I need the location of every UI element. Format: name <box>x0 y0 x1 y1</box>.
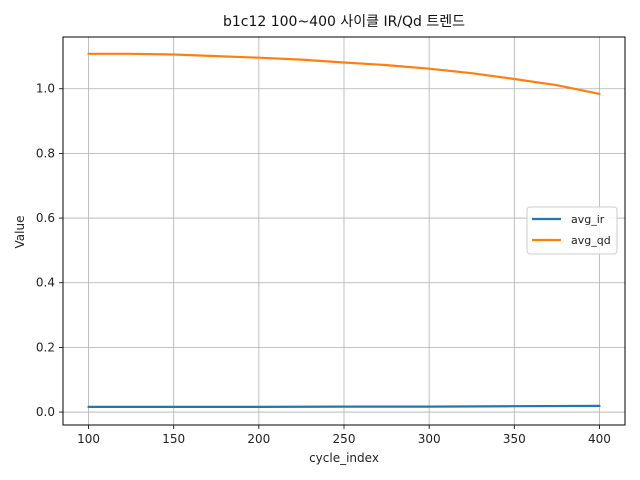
series-line-avg-qd <box>87 52 601 96</box>
y-tick-label: 0.8 <box>36 146 55 160</box>
legend: avg_ir avg_qd <box>526 206 618 255</box>
x-tick-label: 400 <box>588 432 611 446</box>
x-tick-layer: 100 150 200 250 300 350 400 <box>77 425 611 446</box>
y-tick-label: 0.0 <box>36 405 55 419</box>
y-tick-label: 0.2 <box>36 340 55 354</box>
x-tick-label: 100 <box>77 432 100 446</box>
series-layer <box>87 52 601 408</box>
x-tick-label: 350 <box>503 432 526 446</box>
x-tick-label: 300 <box>418 432 441 446</box>
x-tick-label: 250 <box>333 432 356 446</box>
x-tick-label: 200 <box>247 432 270 446</box>
chart-title: b1c12 100~400 사이클 IR/Qd 트렌드 <box>223 14 465 30</box>
y-tick-label: 1.0 <box>36 82 55 96</box>
series-line-avg-ir <box>87 404 601 408</box>
y-tick-layer: 0.0 0.2 0.4 0.6 0.8 1.0 <box>36 82 63 419</box>
legend-label: avg_ir <box>571 213 605 226</box>
legend-label: avg_qd <box>571 234 611 247</box>
x-axis-label: cycle_index <box>309 451 379 465</box>
x-tick-label: 150 <box>162 432 185 446</box>
y-axis-label: Value <box>13 216 27 249</box>
y-tick-label: 0.6 <box>36 211 55 225</box>
y-tick-label: 0.4 <box>36 276 55 290</box>
